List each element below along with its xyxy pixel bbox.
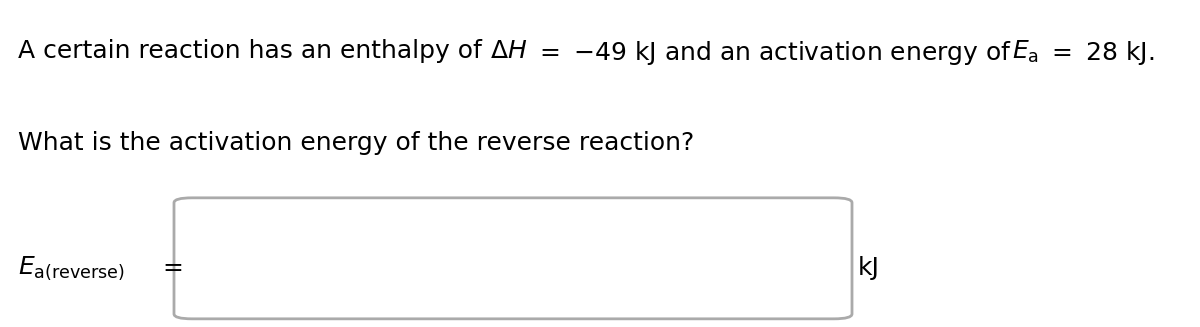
Text: $\Delta H$: $\Delta H$ bbox=[490, 39, 527, 63]
Text: $=$ 28 kJ.: $=$ 28 kJ. bbox=[1039, 39, 1154, 67]
Text: kJ: kJ bbox=[858, 256, 880, 280]
Text: What is the activation energy of the reverse reaction?: What is the activation energy of the rev… bbox=[18, 131, 695, 155]
Text: $E_{\rm a(reverse)}$: $E_{\rm a(reverse)}$ bbox=[18, 254, 125, 282]
Text: =: = bbox=[162, 256, 182, 280]
Text: $=$ $-$49 kJ and an activation energy of: $=$ $-$49 kJ and an activation energy of bbox=[527, 39, 1012, 67]
Text: A certain reaction has an enthalpy of: A certain reaction has an enthalpy of bbox=[18, 39, 490, 63]
Text: $E_{\rm a}$: $E_{\rm a}$ bbox=[1012, 39, 1039, 65]
FancyBboxPatch shape bbox=[174, 198, 852, 319]
